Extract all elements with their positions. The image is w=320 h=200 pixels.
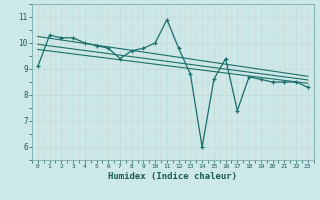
X-axis label: Humidex (Indice chaleur): Humidex (Indice chaleur)	[108, 172, 237, 181]
